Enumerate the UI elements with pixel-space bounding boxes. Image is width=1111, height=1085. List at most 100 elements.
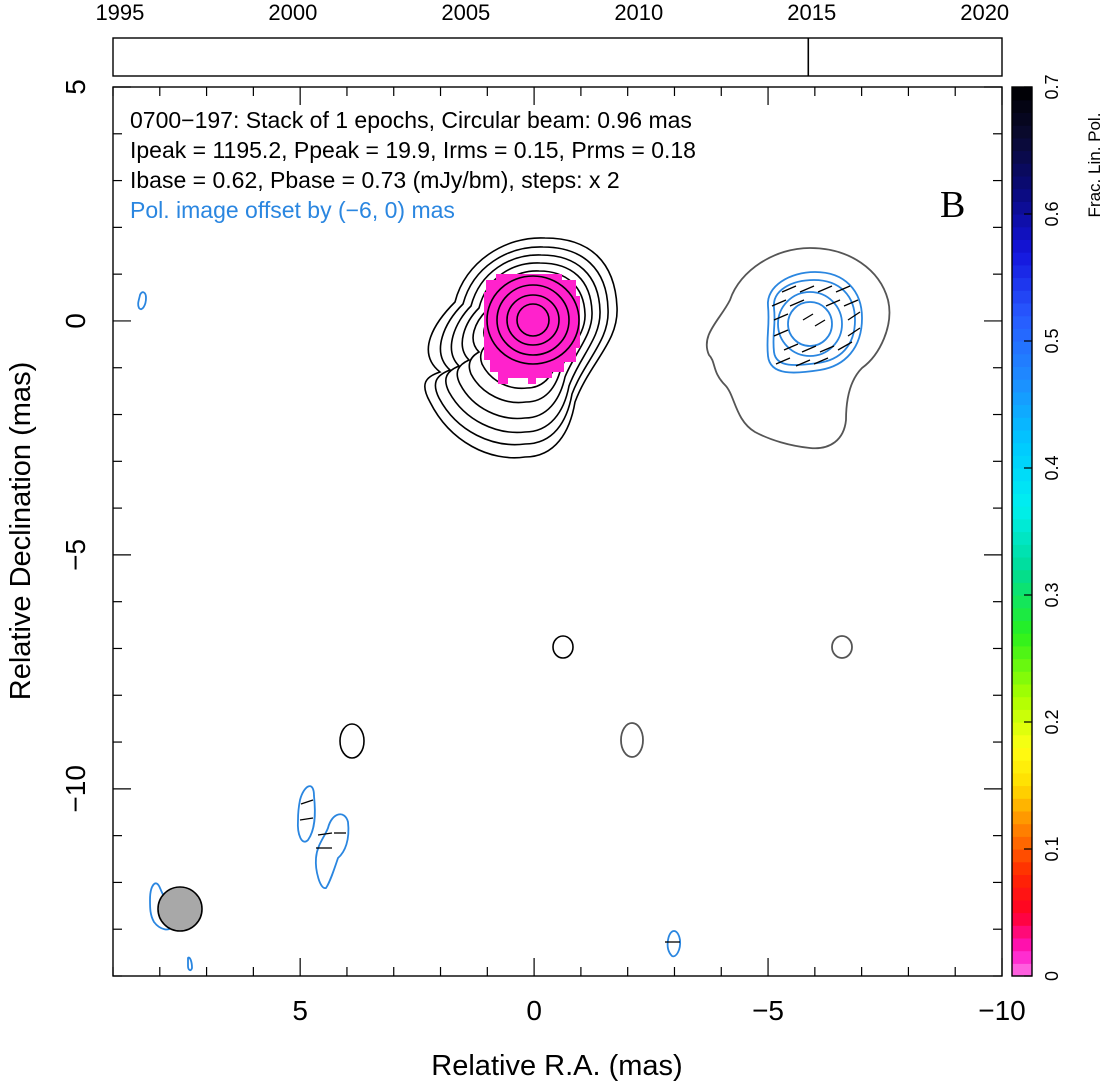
- colorbar-step: [1012, 391, 1032, 406]
- colorbar-step: [1012, 925, 1032, 939]
- annotation-line-4: Pol. image offset by (−6, 0) mas: [130, 197, 455, 223]
- y-tick-label: −10: [60, 765, 91, 813]
- x-tick-label: 5: [292, 995, 308, 1026]
- colorbar-step: [1012, 328, 1032, 342]
- colorbar-step: [1012, 252, 1032, 266]
- stokes-i-contour: [339, 723, 365, 759]
- colorbar-tick-label: 0.2: [1042, 709, 1062, 734]
- colorbar-tick-label: 0.3: [1042, 582, 1062, 607]
- colorbar-step: [1012, 607, 1032, 621]
- colorbar-tick-label: 0.5: [1042, 328, 1062, 353]
- timeline-tick-label: 2005: [441, 0, 490, 25]
- timeline-tick-label: 1995: [95, 0, 144, 25]
- colorbar-step: [1012, 709, 1032, 723]
- colorbar-step: [1012, 417, 1032, 431]
- colorbar-step: [1012, 645, 1032, 660]
- colorbar-step: [1012, 950, 1032, 964]
- pol-offset-total-intensity-outline: [705, 247, 891, 450]
- colorbar-step: [1012, 112, 1032, 126]
- beam-ellipse: [157, 886, 203, 932]
- stokes-i-contour: [506, 294, 560, 346]
- colorbar-step: [1012, 760, 1032, 774]
- colorbar-step: [1012, 125, 1032, 139]
- annotation-line-3: Ibase = 0.62, Pbase = 0.73 (mJy/bm), ste…: [130, 167, 620, 193]
- colorbar-step: [1012, 87, 1032, 101]
- colorbar-step: [1012, 493, 1032, 507]
- x-tick-label: −5: [752, 995, 784, 1026]
- panel-letter: B: [940, 184, 965, 226]
- timeline-tick-label: 2015: [787, 0, 836, 25]
- colorbar-step: [1012, 963, 1032, 977]
- colorbar-step: [1012, 785, 1032, 799]
- plot-area: 5 0 −5 −10 5 0 −5 −10: [60, 79, 1026, 1026]
- stokes-i-contour: [552, 635, 574, 659]
- colorbar-step: [1012, 379, 1032, 393]
- colorbar-step: [1012, 887, 1032, 901]
- colorbar-step: [1012, 353, 1032, 367]
- pol-intensity-contour: [296, 785, 316, 843]
- pol-intensity-contour: [187, 956, 193, 972]
- stokes-i-contour: [434, 246, 609, 446]
- colorbar-step: [1012, 302, 1032, 317]
- y-axis-label: Relative Declination (mas): [5, 362, 37, 700]
- colorbar-step: [1012, 137, 1032, 152]
- colorbar-step: [1012, 861, 1032, 875]
- colorbar-step: [1012, 175, 1032, 190]
- colorbar-step: [1012, 696, 1032, 710]
- pol-intensity-contour: [777, 291, 843, 357]
- colorbar-step: [1012, 531, 1032, 545]
- colorbar-step: [1012, 277, 1032, 291]
- colorbar-step: [1012, 226, 1032, 240]
- colorbar-step: [1012, 734, 1032, 748]
- colorbar-step: [1012, 671, 1032, 685]
- colorbar-label: Frac. Lin. Pol.: [1085, 113, 1104, 218]
- colorbar-step: [1012, 480, 1032, 494]
- pol-intensity-contour: [137, 291, 147, 311]
- colorbar-step: [1012, 544, 1032, 558]
- pol-intensity-contour: [314, 813, 350, 889]
- colorbar-step: [1012, 569, 1032, 583]
- colorbar-tick-labels: 0 0.1 0.2 0.3 0.4 0.5 0.6 0.7: [1024, 74, 1062, 981]
- pol-intensity-contours: [766, 271, 863, 374]
- colorbar-step: [1012, 556, 1032, 571]
- epoch-timeline: 1995 2000 2005 2010 2015 2020: [95, 0, 1009, 77]
- colorbar-step: [1012, 188, 1032, 202]
- colorbar-step: [1012, 518, 1032, 533]
- colorbar-step: [1012, 836, 1032, 850]
- colorbar-step: [1012, 722, 1032, 736]
- colorbar-step: [1012, 937, 1032, 952]
- pol-offset-total-intensity-outline: [620, 722, 644, 758]
- y-axis-ticks: 5 0 −5 −10: [60, 79, 1002, 977]
- pol-intensity-contour: [772, 279, 856, 366]
- colorbar-step: [1012, 798, 1032, 812]
- stokes-i-contour: [486, 275, 580, 365]
- timeline-tick-label: 2010: [614, 0, 663, 25]
- colorbar-step: [1012, 214, 1032, 228]
- colorbar-step: [1012, 683, 1032, 698]
- pol-intensity-contour: [102, 231, 105, 240]
- colorbar-step: [1012, 912, 1032, 926]
- pol-offset-total-intensity-outline: [831, 635, 853, 659]
- colorbar-step: [1012, 455, 1032, 469]
- colorbar: 0 0.1 0.2 0.3 0.4 0.5 0.6 0.7 Frac. Lin. Pol.: [1011, 74, 1104, 981]
- colorbar-step: [1012, 99, 1032, 113]
- x-tick-label: −10: [978, 995, 1026, 1026]
- annotation-line-1: 0700−197: Stack of 1 epochs, Circular be…: [130, 107, 692, 133]
- stokes-i-contour: [496, 284, 570, 356]
- colorbar-tick-label: 0: [1042, 971, 1062, 981]
- colorbar-step: [1012, 772, 1032, 787]
- stokes-i-contour: [516, 303, 550, 337]
- colorbar-step: [1012, 442, 1032, 456]
- colorbar-step: [1012, 163, 1032, 177]
- stokes-i-contour: [456, 262, 593, 420]
- colorbar-step: [1012, 633, 1032, 647]
- pol-intensity-contour: [766, 271, 863, 374]
- x-axis-label: Relative R.A. (mas): [431, 1050, 682, 1082]
- colorbar-step: [1012, 620, 1032, 634]
- stokes-i-contour: [445, 254, 601, 434]
- colorbar-step: [1012, 315, 1032, 329]
- timeline-frame: [112, 37, 1003, 77]
- colorbar-step: [1012, 899, 1032, 914]
- timeline-tick-label: 2000: [268, 0, 317, 25]
